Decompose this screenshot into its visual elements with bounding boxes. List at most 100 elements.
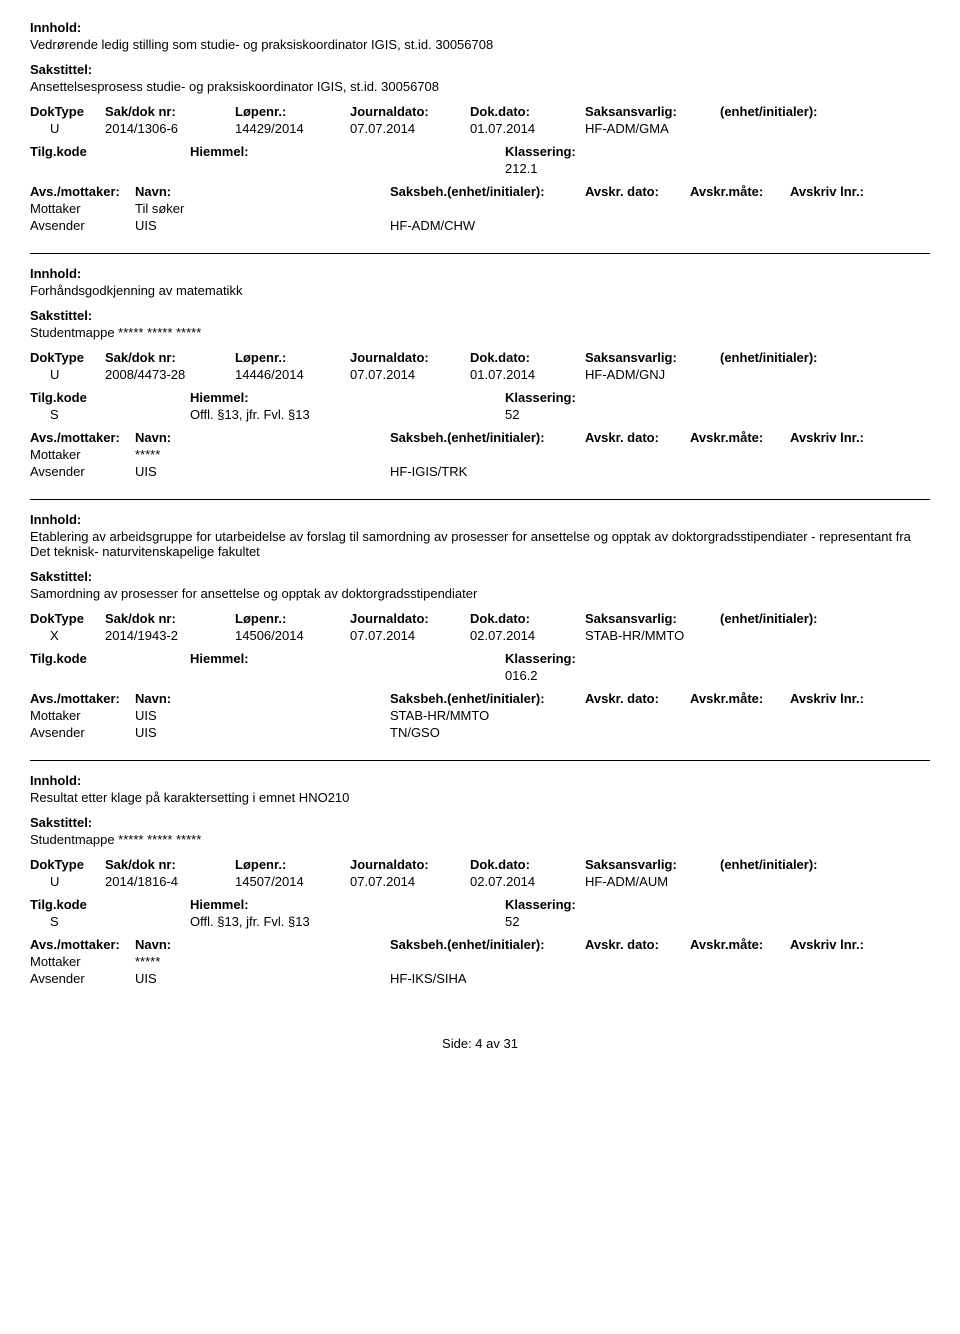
saksansvarlig-header: Saksansvarlig: [585, 857, 720, 872]
avsmottaker-header: Avs./mottaker: [30, 691, 135, 706]
mottaker-label: Mottaker [30, 708, 135, 723]
avs-header-row: Avs./mottaker: Navn: Saksbeh.(enhet/init… [30, 691, 930, 706]
innhold-text: Etablering av arbeidsgruppe for utarbeid… [30, 529, 930, 559]
doc-value-row: U 2008/4473-28 14446/2014 07.07.2014 01.… [30, 367, 930, 382]
lopenr-value: 14429/2014 [235, 121, 350, 136]
avskrdato-header: Avskr. dato: [585, 691, 690, 706]
tilgkode-header: Tilg.kode [30, 144, 190, 159]
doktype-header: DokType [30, 857, 105, 872]
journaldato-value: 07.07.2014 [350, 628, 470, 643]
sakdok-value: 2014/1943-2 [105, 628, 235, 643]
sakdok-header: Sak/dok nr: [105, 350, 235, 365]
record-4: Innhold: Resultat etter klage på karakte… [30, 773, 930, 1006]
saksansvarlig-header: Saksansvarlig: [585, 350, 720, 365]
journaldato-header: Journaldato: [350, 104, 470, 119]
avskrmate-header: Avskr.måte: [690, 937, 790, 952]
sakstittel-label: Sakstittel: [30, 569, 930, 584]
doc-value-row: U 2014/1816-4 14507/2014 07.07.2014 02.0… [30, 874, 930, 889]
saksansvarlig-header: Saksansvarlig: [585, 104, 720, 119]
tilg-header-row: Tilg.kode Hiemmel: Klassering: [30, 897, 930, 912]
dokdato-value: 02.07.2014 [470, 628, 585, 643]
lopenr-value: 14446/2014 [235, 367, 350, 382]
innhold-text: Forhåndsgodkjenning av matematikk [30, 283, 930, 298]
dokdato-header: Dok.dato: [470, 611, 585, 626]
tilg-value-row: S Offl. §13, jfr. Fvl. §13 52 [30, 914, 930, 929]
innhold-label: Innhold: [30, 512, 930, 527]
lopenr-header: Løpenr.: [235, 857, 350, 872]
saksbeh-header: Saksbeh.(enhet/initialer): [390, 430, 585, 445]
tilgkode-value: S [30, 914, 190, 929]
innhold-label: Innhold: [30, 20, 930, 35]
journaldato-value: 07.07.2014 [350, 874, 470, 889]
klassering-header: Klassering: [505, 651, 705, 666]
dokdato-header: Dok.dato: [470, 104, 585, 119]
mottaker-label: Mottaker [30, 954, 135, 969]
avsender-value: HF-IGIS/TRK [390, 464, 590, 479]
record-1: Innhold: Vedrørende ledig stilling som s… [30, 20, 930, 254]
avskrivlnr-header: Avskriv lnr.: [790, 937, 885, 952]
sakdok-value: 2014/1816-4 [105, 874, 235, 889]
dokdato-value: 01.07.2014 [470, 121, 585, 136]
navn-header: Navn: [135, 691, 390, 706]
innhold-text: Vedrørende ledig stilling som studie- og… [30, 37, 930, 52]
doktype-header: DokType [30, 104, 105, 119]
mottaker-navn: ***** [135, 954, 390, 969]
mottaker-navn: ***** [135, 447, 390, 462]
avsender-navn: UIS [135, 725, 390, 740]
mottaker-label: Mottaker [30, 447, 135, 462]
avsender-row: Avsender UIS HF-IKS/SIHA [30, 971, 930, 986]
saksansvarlig-header: Saksansvarlig: [585, 611, 720, 626]
doc-value-row: X 2014/1943-2 14506/2014 07.07.2014 02.0… [30, 628, 930, 643]
avs-header-row: Avs./mottaker: Navn: Saksbeh.(enhet/init… [30, 184, 930, 199]
mottaker-row: Mottaker ***** [30, 447, 930, 462]
navn-header: Navn: [135, 937, 390, 952]
sakstittel-text: Ansettelsesprosess studie- og praksiskoo… [30, 79, 930, 94]
tilg-value-row: S Offl. §13, jfr. Fvl. §13 52 [30, 407, 930, 422]
saksansvarlig-value: HF-ADM/AUM [585, 874, 720, 889]
avs-header-row: Avs./mottaker: Navn: Saksbeh.(enhet/init… [30, 430, 930, 445]
sakdok-header: Sak/dok nr: [105, 611, 235, 626]
klassering-value: 212.1 [505, 161, 705, 176]
avsender-value: TN/GSO [390, 725, 590, 740]
tilgkode-value: S [30, 407, 190, 422]
lopenr-header: Løpenr.: [235, 350, 350, 365]
hjemmel-header: Hiemmel: [190, 144, 505, 159]
doktype-value: U [30, 121, 105, 136]
tilgkode-header: Tilg.kode [30, 651, 190, 666]
saksansvarlig-value: HF-ADM/GNJ [585, 367, 720, 382]
avsender-value: HF-ADM/CHW [390, 218, 590, 233]
klassering-value: 52 [505, 914, 705, 929]
avsender-row: Avsender UIS HF-ADM/CHW [30, 218, 930, 233]
mottaker-navn: UIS [135, 708, 390, 723]
avs-header-row: Avs./mottaker: Navn: Saksbeh.(enhet/init… [30, 937, 930, 952]
sakdok-value: 2014/1306-6 [105, 121, 235, 136]
hjemmel-value: Offl. §13, jfr. Fvl. §13 [190, 914, 505, 929]
doktype-value: X [30, 628, 105, 643]
hjemmel-value: Offl. §13, jfr. Fvl. §13 [190, 407, 505, 422]
innhold-label: Innhold: [30, 266, 930, 281]
sakstittel-text: Studentmappe ***** ***** ***** [30, 325, 930, 340]
sakdok-header: Sak/dok nr: [105, 104, 235, 119]
doc-header-row: DokType Sak/dok nr: Løpenr.: Journaldato… [30, 611, 930, 626]
lopenr-value: 14507/2014 [235, 874, 350, 889]
avsender-value: HF-IKS/SIHA [390, 971, 590, 986]
sakstittel-label: Sakstittel: [30, 308, 930, 323]
doc-header-row: DokType Sak/dok nr: Løpenr.: Journaldato… [30, 350, 930, 365]
avsender-navn: UIS [135, 464, 390, 479]
dokdato-value: 01.07.2014 [470, 367, 585, 382]
tilg-header-row: Tilg.kode Hiemmel: Klassering: [30, 651, 930, 666]
hjemmel-header: Hiemmel: [190, 897, 505, 912]
saksansvarlig-value: HF-ADM/GMA [585, 121, 720, 136]
avskrmate-header: Avskr.måte: [690, 184, 790, 199]
tilg-header-row: Tilg.kode Hiemmel: Klassering: [30, 390, 930, 405]
avsmottaker-header: Avs./mottaker: [30, 184, 135, 199]
hjemmel-header: Hiemmel: [190, 651, 505, 666]
avsender-navn: UIS [135, 218, 390, 233]
saksansvarlig-value: STAB-HR/MMTO [585, 628, 720, 643]
avskrivlnr-header: Avskriv lnr.: [790, 691, 885, 706]
tilgkode-header: Tilg.kode [30, 390, 190, 405]
doktype-header: DokType [30, 350, 105, 365]
mottaker-navn: Til søker [135, 201, 390, 216]
avskrdato-header: Avskr. dato: [585, 937, 690, 952]
avsmottaker-header: Avs./mottaker: [30, 937, 135, 952]
